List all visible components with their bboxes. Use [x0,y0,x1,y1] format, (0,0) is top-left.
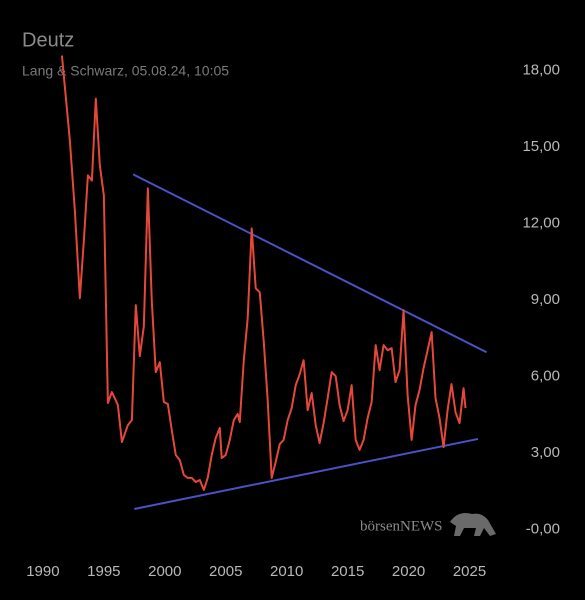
y-tick-label: 18,00 [522,62,560,79]
x-tick-label: 2000 [148,563,181,580]
y-tick-label: 15,00 [522,138,560,155]
y-tick-label: -0,00 [526,520,560,537]
x-tick-label: 2020 [392,563,425,580]
x-tick-label: 2025 [453,563,486,580]
chart-subtitle: Lang & Schwarz, 05.08.24, 10:05 [22,63,229,79]
x-tick-label: 2015 [331,563,364,580]
x-tick-label: 2010 [270,563,303,580]
y-tick-label: 6,00 [531,367,560,384]
watermark-icon [450,513,496,536]
chart-title: Deutz [22,29,74,51]
x-tick-label: 1995 [87,563,120,580]
trend-line [134,437,479,510]
y-tick-label: 12,00 [522,214,560,231]
y-tick-label: 3,00 [531,444,560,461]
x-tick-label: 2005 [209,563,242,580]
trend-line [132,173,488,354]
watermark: börsenNEWS [360,518,443,534]
x-tick-label: 1990 [26,563,59,580]
y-tick-label: 9,00 [531,291,560,308]
price-line [60,55,467,491]
